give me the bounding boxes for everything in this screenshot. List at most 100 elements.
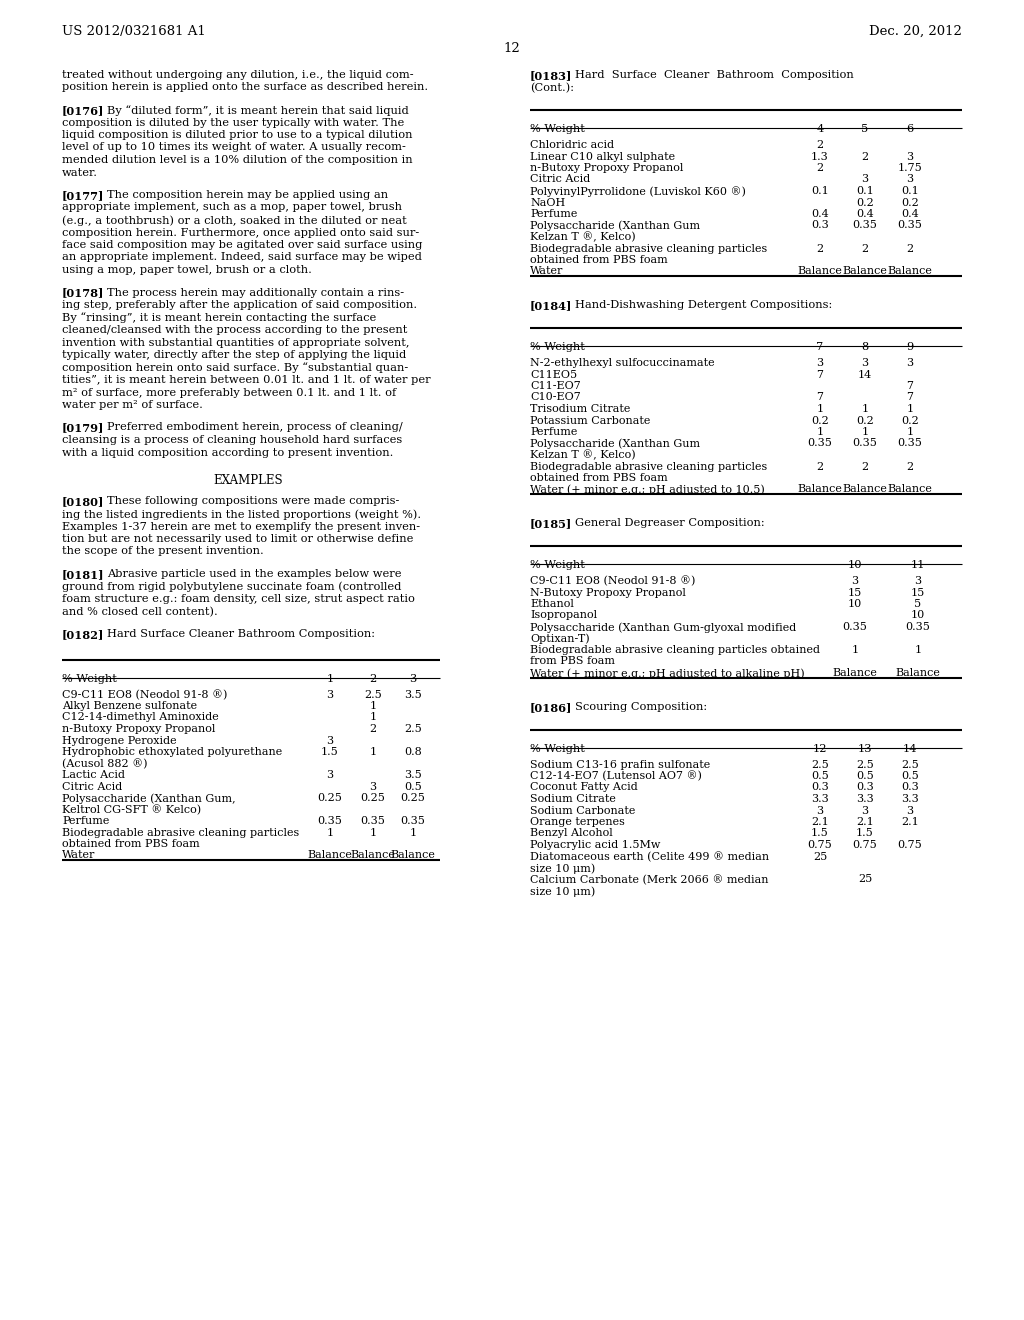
Text: 3: 3 (914, 576, 922, 586)
Text: Kelzan T ®, Kelco): Kelzan T ®, Kelco) (530, 232, 636, 243)
Text: Biodegradable abrasive cleaning particles: Biodegradable abrasive cleaning particle… (530, 243, 767, 253)
Text: 1: 1 (410, 828, 417, 837)
Text: % Weight: % Weight (530, 342, 585, 352)
Text: Sodium Carbonate: Sodium Carbonate (530, 805, 635, 816)
Text: [0186]: [0186] (530, 702, 572, 713)
Text: 0.5: 0.5 (901, 771, 919, 781)
Text: C9-C11 EO8 (Neodol 91-8 ®): C9-C11 EO8 (Neodol 91-8 ®) (530, 576, 695, 586)
Text: The composition herein may be applied using an: The composition herein may be applied us… (106, 190, 388, 201)
Text: invention with substantial quantities of appropriate solvent,: invention with substantial quantities of… (62, 338, 410, 347)
Text: Linear C10 alkyl sulphate: Linear C10 alkyl sulphate (530, 152, 675, 161)
Text: 13: 13 (858, 743, 872, 754)
Text: 0.4: 0.4 (811, 209, 828, 219)
Text: 2.5: 2.5 (811, 759, 828, 770)
Text: 1: 1 (906, 426, 913, 437)
Text: 10: 10 (848, 560, 862, 570)
Text: 9: 9 (906, 342, 913, 352)
Text: 1: 1 (914, 645, 922, 655)
Text: 2: 2 (816, 243, 823, 253)
Text: Sodium C13-16 prafin sulfonate: Sodium C13-16 prafin sulfonate (530, 759, 711, 770)
Text: 0.35: 0.35 (317, 816, 342, 826)
Text: Balance: Balance (390, 850, 435, 861)
Text: 5: 5 (861, 124, 868, 135)
Text: 3: 3 (861, 174, 868, 185)
Text: 2.5: 2.5 (365, 689, 382, 700)
Text: 3: 3 (861, 358, 868, 368)
Text: Abrasive particle used in the examples below were: Abrasive particle used in the examples b… (106, 569, 401, 579)
Text: Polysaccharide (Xanthan Gum: Polysaccharide (Xanthan Gum (530, 438, 700, 449)
Text: foam structure e.g.: foam density, cell size, strut aspect ratio: foam structure e.g.: foam density, cell … (62, 594, 415, 605)
Text: Biodegradable abrasive cleaning particles obtained: Biodegradable abrasive cleaning particle… (530, 645, 820, 655)
Text: 0.35: 0.35 (898, 438, 923, 449)
Text: 1.5: 1.5 (322, 747, 339, 756)
Text: 3: 3 (906, 152, 913, 161)
Text: Alkyl Benzene sulfonate: Alkyl Benzene sulfonate (62, 701, 198, 711)
Text: 1.5: 1.5 (811, 829, 828, 838)
Text: Polysaccharide (Xanthan Gum,: Polysaccharide (Xanthan Gum, (62, 793, 236, 804)
Text: 3: 3 (327, 689, 334, 700)
Text: Hand-Dishwashing Detergent Compositions:: Hand-Dishwashing Detergent Compositions: (575, 301, 833, 310)
Text: Keltrol CG-SFT ® Kelco): Keltrol CG-SFT ® Kelco) (62, 804, 201, 814)
Text: C12-14-dimethyl Aminoxide: C12-14-dimethyl Aminoxide (62, 713, 219, 722)
Text: Diatomaceous earth (Celite 499 ® median: Diatomaceous earth (Celite 499 ® median (530, 851, 769, 862)
Text: 0.2: 0.2 (856, 198, 873, 207)
Text: 0.5: 0.5 (811, 771, 828, 781)
Text: 0.3: 0.3 (856, 783, 873, 792)
Text: size 10 μm): size 10 μm) (530, 886, 595, 896)
Text: NaOH: NaOH (530, 198, 565, 207)
Text: Balance: Balance (798, 484, 843, 495)
Text: C10-EO7: C10-EO7 (530, 392, 581, 403)
Text: 2: 2 (816, 140, 823, 150)
Text: 3: 3 (370, 781, 377, 792)
Text: 3: 3 (851, 576, 858, 586)
Text: 1: 1 (861, 404, 868, 414)
Text: 1.3: 1.3 (811, 152, 828, 161)
Text: 1: 1 (816, 404, 823, 414)
Text: 0.4: 0.4 (901, 209, 919, 219)
Text: typically water, directly after the step of applying the liquid: typically water, directly after the step… (62, 350, 407, 360)
Text: 8: 8 (861, 342, 868, 352)
Text: 0.35: 0.35 (400, 816, 425, 826)
Text: cleansing is a process of cleaning household hard surfaces: cleansing is a process of cleaning house… (62, 436, 402, 445)
Text: 0.3: 0.3 (901, 783, 919, 792)
Text: composition herein onto said surface. By “substantial quan-: composition herein onto said surface. By… (62, 363, 409, 374)
Text: Balance: Balance (350, 850, 395, 861)
Text: 12: 12 (813, 743, 827, 754)
Text: [0184]: [0184] (530, 301, 572, 312)
Text: 1: 1 (370, 713, 377, 722)
Text: Sodium Citrate: Sodium Citrate (530, 795, 615, 804)
Text: 0.3: 0.3 (811, 783, 828, 792)
Text: 10: 10 (911, 610, 925, 620)
Text: 0.2: 0.2 (901, 198, 919, 207)
Text: [0182]: [0182] (62, 630, 104, 640)
Text: 0.1: 0.1 (901, 186, 919, 195)
Text: 0.35: 0.35 (853, 220, 878, 231)
Text: Kelzan T ®, Kelco): Kelzan T ®, Kelco) (530, 450, 636, 461)
Text: position herein is applied onto the surface as described herein.: position herein is applied onto the surf… (62, 82, 428, 92)
Text: Dec. 20, 2012: Dec. 20, 2012 (869, 25, 962, 38)
Text: 3: 3 (906, 805, 913, 816)
Text: 0.25: 0.25 (400, 793, 425, 803)
Text: n-Butoxy Propoxy Propanol: n-Butoxy Propoxy Propanol (530, 162, 683, 173)
Text: Citric Acid: Citric Acid (530, 174, 590, 185)
Text: [0181]: [0181] (62, 569, 104, 579)
Text: % Weight: % Weight (530, 124, 585, 135)
Text: Water: Water (62, 850, 95, 861)
Text: ground from rigid polybutylene succinate foam (controlled: ground from rigid polybutylene succinate… (62, 582, 401, 593)
Text: 0.25: 0.25 (317, 793, 342, 803)
Text: Potassium Carbonate: Potassium Carbonate (530, 416, 650, 425)
Text: 7: 7 (816, 342, 823, 352)
Text: ing the listed ingredients in the listed proportions (weight %).: ing the listed ingredients in the listed… (62, 510, 421, 520)
Text: 5: 5 (914, 599, 922, 609)
Text: 2: 2 (370, 723, 377, 734)
Text: EXAMPLES: EXAMPLES (213, 474, 283, 487)
Text: Balance: Balance (798, 267, 843, 276)
Text: 7: 7 (906, 392, 913, 403)
Text: % Weight: % Weight (62, 673, 117, 684)
Text: Ethanol: Ethanol (530, 599, 573, 609)
Text: Benzyl Alcohol: Benzyl Alcohol (530, 829, 612, 838)
Text: 7: 7 (816, 370, 823, 380)
Text: 15: 15 (911, 587, 925, 598)
Text: 1: 1 (851, 645, 858, 655)
Text: 0.2: 0.2 (856, 416, 873, 425)
